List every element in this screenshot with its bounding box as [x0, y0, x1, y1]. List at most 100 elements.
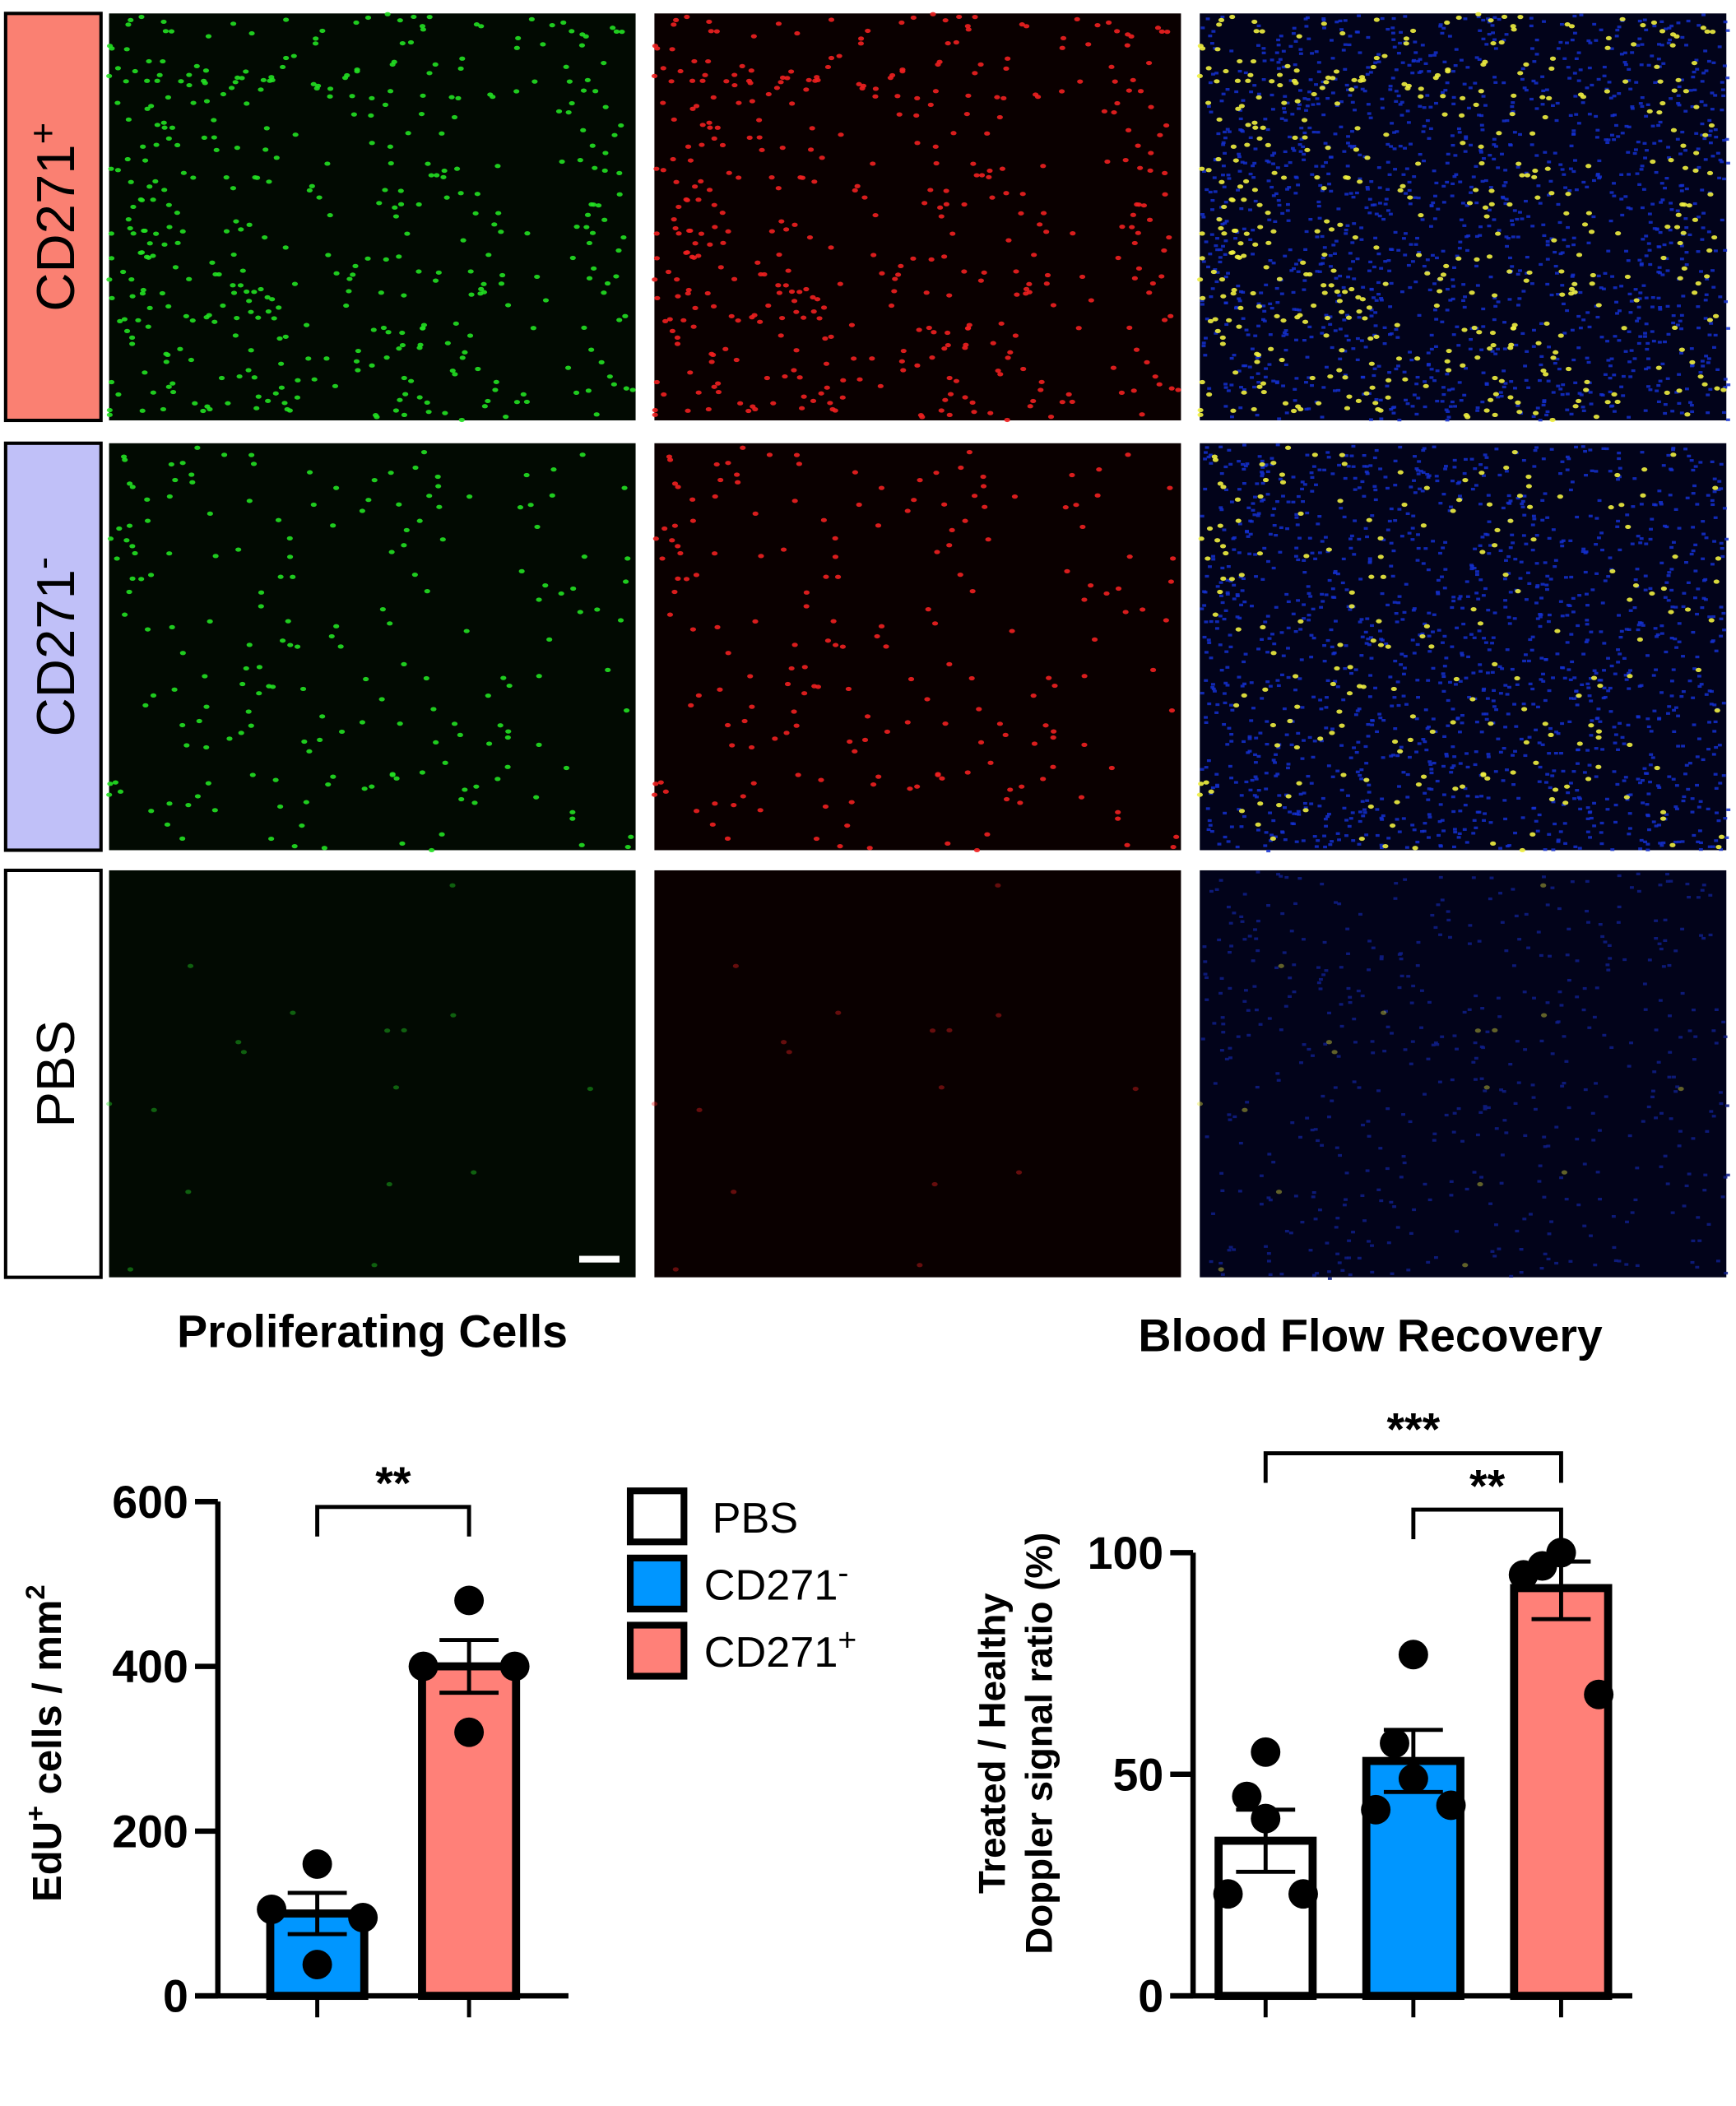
nucleus — [1311, 103, 1316, 106]
nucleus — [1260, 471, 1264, 474]
nucleus — [1432, 169, 1437, 173]
labeled-cell — [696, 1107, 703, 1112]
nucleus — [1297, 536, 1302, 540]
nucleus — [1426, 798, 1431, 801]
nucleus — [1589, 734, 1594, 737]
nucleus — [1423, 791, 1427, 795]
nucleus — [1388, 85, 1393, 88]
nucleus — [1698, 461, 1703, 464]
nucleus — [1323, 141, 1328, 145]
nucleus — [1402, 370, 1407, 373]
nucleus — [1224, 1057, 1229, 1061]
nucleus — [1677, 85, 1682, 89]
labeled-cell — [1474, 257, 1480, 262]
labeled-cell — [1149, 281, 1156, 286]
nucleus — [1297, 308, 1302, 312]
labeled-cell — [965, 93, 972, 98]
nucleus — [1608, 957, 1613, 960]
nucleus — [1348, 35, 1353, 38]
nucleus — [1492, 76, 1497, 79]
nucleus — [1361, 375, 1366, 379]
labeled-cell — [660, 66, 666, 71]
nucleus — [1458, 180, 1463, 183]
nucleus — [1226, 564, 1231, 568]
labeled-cell — [330, 774, 337, 779]
nucleus — [1674, 784, 1679, 787]
nucleus — [1361, 285, 1366, 289]
labeled-cell — [719, 142, 726, 148]
nucleus — [1261, 78, 1266, 81]
labeled-cell — [1383, 132, 1390, 137]
nucleus — [1446, 698, 1451, 703]
labeled-cell — [243, 666, 249, 671]
nucleus — [1724, 300, 1729, 304]
nucleus — [1386, 259, 1391, 262]
nucleus — [1242, 601, 1247, 604]
labeled-cell — [986, 168, 993, 174]
nucleus — [1679, 411, 1684, 415]
nucleus — [1513, 749, 1517, 753]
nucleus — [1565, 468, 1570, 471]
labeled-cell — [1126, 88, 1132, 93]
labeled-cell — [106, 412, 113, 417]
labeled-cell — [1293, 745, 1301, 750]
labeled-cell — [416, 395, 423, 400]
nucleus — [1699, 683, 1704, 686]
nucleus — [1351, 839, 1356, 842]
labeled-cell — [443, 195, 450, 200]
nucleus — [1260, 481, 1265, 485]
nucleus — [1659, 20, 1664, 24]
nucleus — [1215, 237, 1219, 240]
nucleus — [1509, 380, 1514, 383]
labeled-cell — [824, 638, 832, 643]
labeled-cell — [262, 234, 268, 240]
labeled-cell — [161, 188, 168, 193]
labeled-cell — [1697, 374, 1704, 379]
nucleus — [1631, 369, 1636, 373]
nucleus — [1658, 305, 1663, 309]
labeled-cell — [584, 77, 591, 82]
nucleus — [1697, 326, 1701, 330]
nucleus — [1576, 346, 1581, 350]
labeled-cell — [1241, 390, 1247, 395]
nucleus — [1271, 819, 1276, 823]
labeled-cell — [1701, 382, 1708, 387]
nucleus — [1283, 348, 1288, 352]
nucleus — [1567, 189, 1572, 193]
labeled-cell — [230, 186, 237, 191]
nucleus — [1635, 172, 1640, 175]
labeled-cell — [1078, 795, 1085, 800]
nucleus — [1571, 129, 1576, 132]
labeled-cell — [750, 781, 757, 786]
nucleus — [1232, 597, 1237, 601]
nucleus — [1410, 260, 1415, 263]
labeled-cell — [569, 29, 575, 34]
labeled-cell — [1506, 269, 1513, 274]
nucleus — [1655, 227, 1659, 230]
nucleus — [1485, 533, 1490, 536]
nucleus — [1717, 744, 1722, 747]
labeled-cell — [145, 255, 152, 260]
nucleus — [1486, 796, 1491, 800]
labeled-cell — [1589, 281, 1595, 286]
nucleus — [1568, 697, 1573, 700]
labeled-cell — [1708, 123, 1715, 128]
nucleus — [1656, 123, 1661, 128]
nucleus — [1345, 224, 1350, 227]
nucleus — [1204, 620, 1209, 624]
labeled-cell — [1026, 281, 1033, 286]
nucleus — [1223, 151, 1227, 155]
nucleus — [1340, 581, 1345, 585]
nucleus — [1365, 535, 1369, 539]
nucleus — [1200, 514, 1205, 518]
nucleus — [1328, 253, 1333, 257]
labeled-cell — [822, 804, 829, 809]
labeled-cell — [1347, 665, 1353, 670]
nucleus — [1458, 240, 1463, 244]
nucleus — [1292, 812, 1297, 815]
nucleus — [1359, 226, 1364, 230]
nucleus — [1522, 1218, 1527, 1221]
labeled-cell — [237, 283, 244, 288]
nucleus — [1650, 124, 1655, 128]
nucleus — [1677, 622, 1682, 625]
